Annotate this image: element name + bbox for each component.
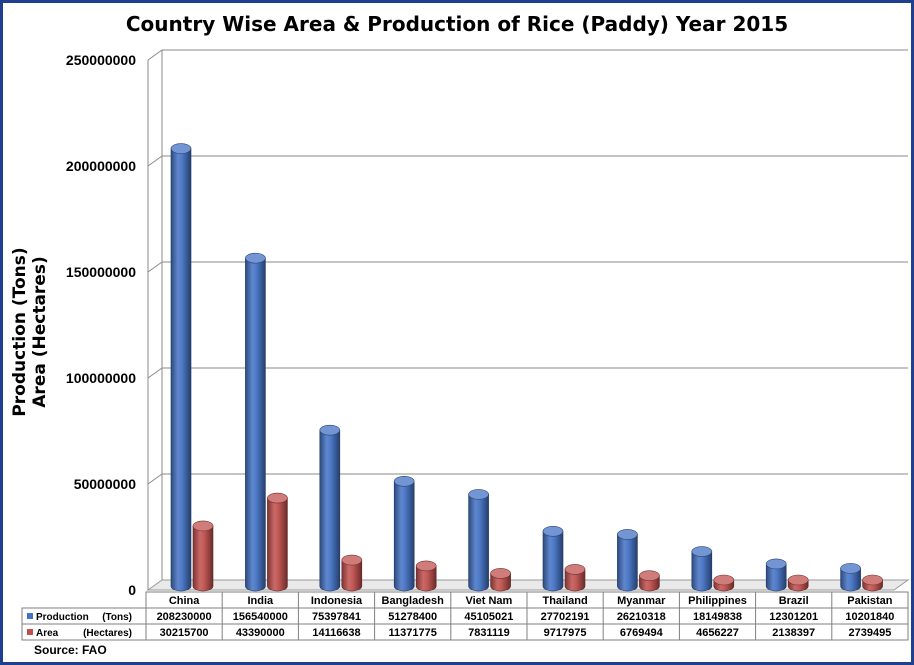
bar-cap: [192, 520, 214, 532]
bar-cap: [787, 574, 809, 586]
bar-area-china: [192, 525, 214, 592]
table-value-area: 11371775: [389, 627, 437, 639]
legend-key-area: [27, 629, 33, 635]
y-tick-label: 250000000: [66, 52, 136, 68]
y-tick-label: 50000000: [74, 476, 137, 492]
table-value-area: 43390000: [236, 627, 285, 639]
table-value-production: 45105021: [464, 611, 513, 623]
legend-label-area: Area: [36, 628, 59, 639]
bar-area-indonesia: [341, 559, 363, 592]
table-category-label: India: [247, 595, 274, 607]
bar-cap: [639, 570, 660, 581]
bar-cap: [267, 492, 288, 504]
gridline-diagonal: [147, 367, 163, 379]
table-category-label: Thailand: [542, 595, 587, 607]
table-value-production: 75397841: [312, 611, 361, 623]
bar-production-india: [245, 257, 266, 592]
bar-production-philippines: [691, 551, 713, 592]
table-category-label: Myanmar: [617, 595, 666, 607]
legend-label-production: Production: [36, 612, 89, 623]
chart-title: Country Wise Area & Production of Rice (…: [125, 12, 789, 36]
table-category-label: Brazil: [779, 595, 809, 607]
source-note: Source: FAO: [34, 643, 107, 657]
bar-cap: [564, 564, 586, 575]
bar-cap: [840, 563, 861, 574]
y-tick-label: 0: [128, 582, 136, 598]
bar-production-indonesia: [319, 429, 341, 592]
table-value-area: 2138397: [772, 627, 815, 639]
bar-cap: [245, 252, 266, 264]
table-value-area: 7831119: [468, 627, 510, 639]
table-value-production: 51278400: [388, 611, 437, 623]
y-tick-label: 100000000: [66, 370, 136, 386]
bar-cap: [542, 525, 564, 537]
bar-production-viet-nam: [468, 494, 489, 592]
bar-production-myanmar: [617, 534, 638, 592]
table-value-production: 10201840: [845, 611, 894, 623]
bar-production-china: [170, 148, 192, 592]
table-value-area: 6769494: [620, 627, 664, 639]
bar-cap: [490, 568, 511, 579]
bar-area-india: [267, 497, 288, 592]
table-category-label: Philippines: [688, 595, 747, 607]
bar-cap: [713, 574, 735, 586]
table-value-area: 2739495: [848, 627, 891, 639]
table-value-area: 9717975: [544, 627, 587, 639]
bar-cap: [415, 560, 437, 572]
legend-key-production: [27, 613, 33, 619]
y-tick-label: 150000000: [66, 264, 136, 280]
table-value-production: 27702191: [541, 611, 590, 623]
table-category-label: Viet Nam: [465, 595, 512, 607]
bar-cap: [393, 475, 415, 487]
gridline-diagonal: [147, 473, 163, 485]
bar-area-bangladesh: [415, 565, 437, 592]
table-value-area: 14116638: [312, 627, 360, 639]
table-category-label: China: [169, 595, 200, 607]
bar-cap: [765, 558, 787, 570]
gridline-diagonal: [147, 155, 163, 167]
table-value-production: 18149838: [693, 611, 742, 623]
bar-cap: [319, 424, 341, 436]
legend-unit-area: (Hectares): [83, 628, 132, 639]
y-tick-label: 200000000: [66, 158, 136, 174]
table-category-label: Bangladesh: [382, 595, 445, 607]
bar-cap: [862, 574, 883, 586]
gridline-diagonal: [147, 261, 163, 273]
table-category-label: Indonesia: [311, 595, 363, 607]
table-value-production: 156540000: [233, 611, 288, 623]
table-value-production: 26210318: [617, 611, 666, 623]
bar-cap: [691, 546, 713, 557]
bar-area-thailand: [564, 569, 586, 592]
bar-cap: [170, 143, 192, 154]
bar-production-thailand: [542, 530, 564, 592]
table-value-area: 30215700: [160, 627, 209, 639]
legend-unit-production: (Tons): [102, 612, 132, 623]
bar-production-pakistan: [840, 568, 861, 592]
table-value-production: 12301201: [769, 611, 818, 623]
gridline-diagonal: [147, 49, 163, 61]
bar-cap: [468, 489, 489, 500]
bar-production-bangladesh: [393, 480, 415, 592]
bar-cap: [617, 529, 638, 540]
table-value-area: 4656227: [696, 627, 739, 639]
bar-production-brazil: [765, 563, 787, 592]
table-value-production: 208230000: [157, 611, 212, 623]
bar-cap: [341, 554, 363, 566]
table-category-label: Pakistan: [847, 595, 893, 607]
